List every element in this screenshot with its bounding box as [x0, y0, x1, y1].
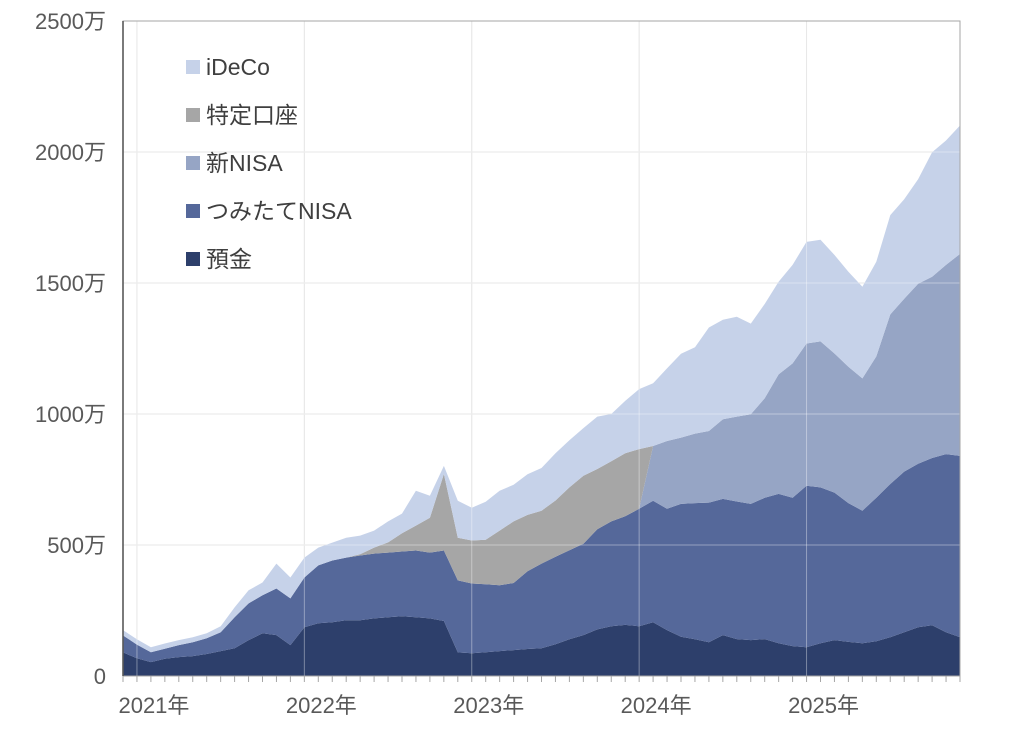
legend-swatch-ideco [186, 60, 200, 74]
legend-item-yokin: 預金 [186, 235, 352, 283]
legend-label-ideco: iDeCo [206, 53, 270, 80]
x-axis-label: 2024年 [621, 693, 692, 718]
y-axis-label: 2500万 [35, 9, 106, 34]
legend-swatch-tokutei-koza [186, 108, 200, 122]
area-tsumitate-nisa [123, 454, 960, 663]
legend-label-tsumitate-nisa: つみたてNISA [206, 197, 352, 224]
legend-label-yokin: 預金 [206, 245, 252, 272]
y-axis-label: 0 [94, 664, 106, 689]
legend-swatch-shin-nisa [186, 156, 200, 170]
legend-label-tokutei-koza: 特定口座 [206, 101, 298, 128]
x-axis-label: 2025年 [788, 693, 859, 718]
legend-item-ideco: iDeCo [186, 43, 352, 91]
legend-swatch-tsumitate-nisa [186, 204, 200, 218]
legend-swatch-yokin [186, 252, 200, 266]
x-axis-label: 2021年 [118, 693, 189, 718]
x-axis-label: 2022年 [286, 693, 357, 718]
y-axis-label: 500万 [47, 533, 106, 558]
chart-legend: iDeCo 特定口座新NISA つみたてNISA 預金 [186, 43, 352, 283]
y-axis-label: 1500万 [35, 271, 106, 296]
area-yokin [123, 616, 960, 676]
x-axis-label: 2023年 [453, 693, 524, 718]
legend-item-shin-nisa: 新NISA [186, 139, 352, 187]
legend-item-tokutei-koza: 特定口座 [186, 91, 352, 139]
area-shin-nisa [123, 253, 960, 653]
legend-label-shin-nisa: 新NISA [206, 149, 283, 176]
y-axis-label: 2000万 [35, 140, 106, 165]
legend-item-tsumitate-nisa: つみたてNISA [186, 187, 352, 235]
y-axis-label: 1000万 [35, 402, 106, 427]
